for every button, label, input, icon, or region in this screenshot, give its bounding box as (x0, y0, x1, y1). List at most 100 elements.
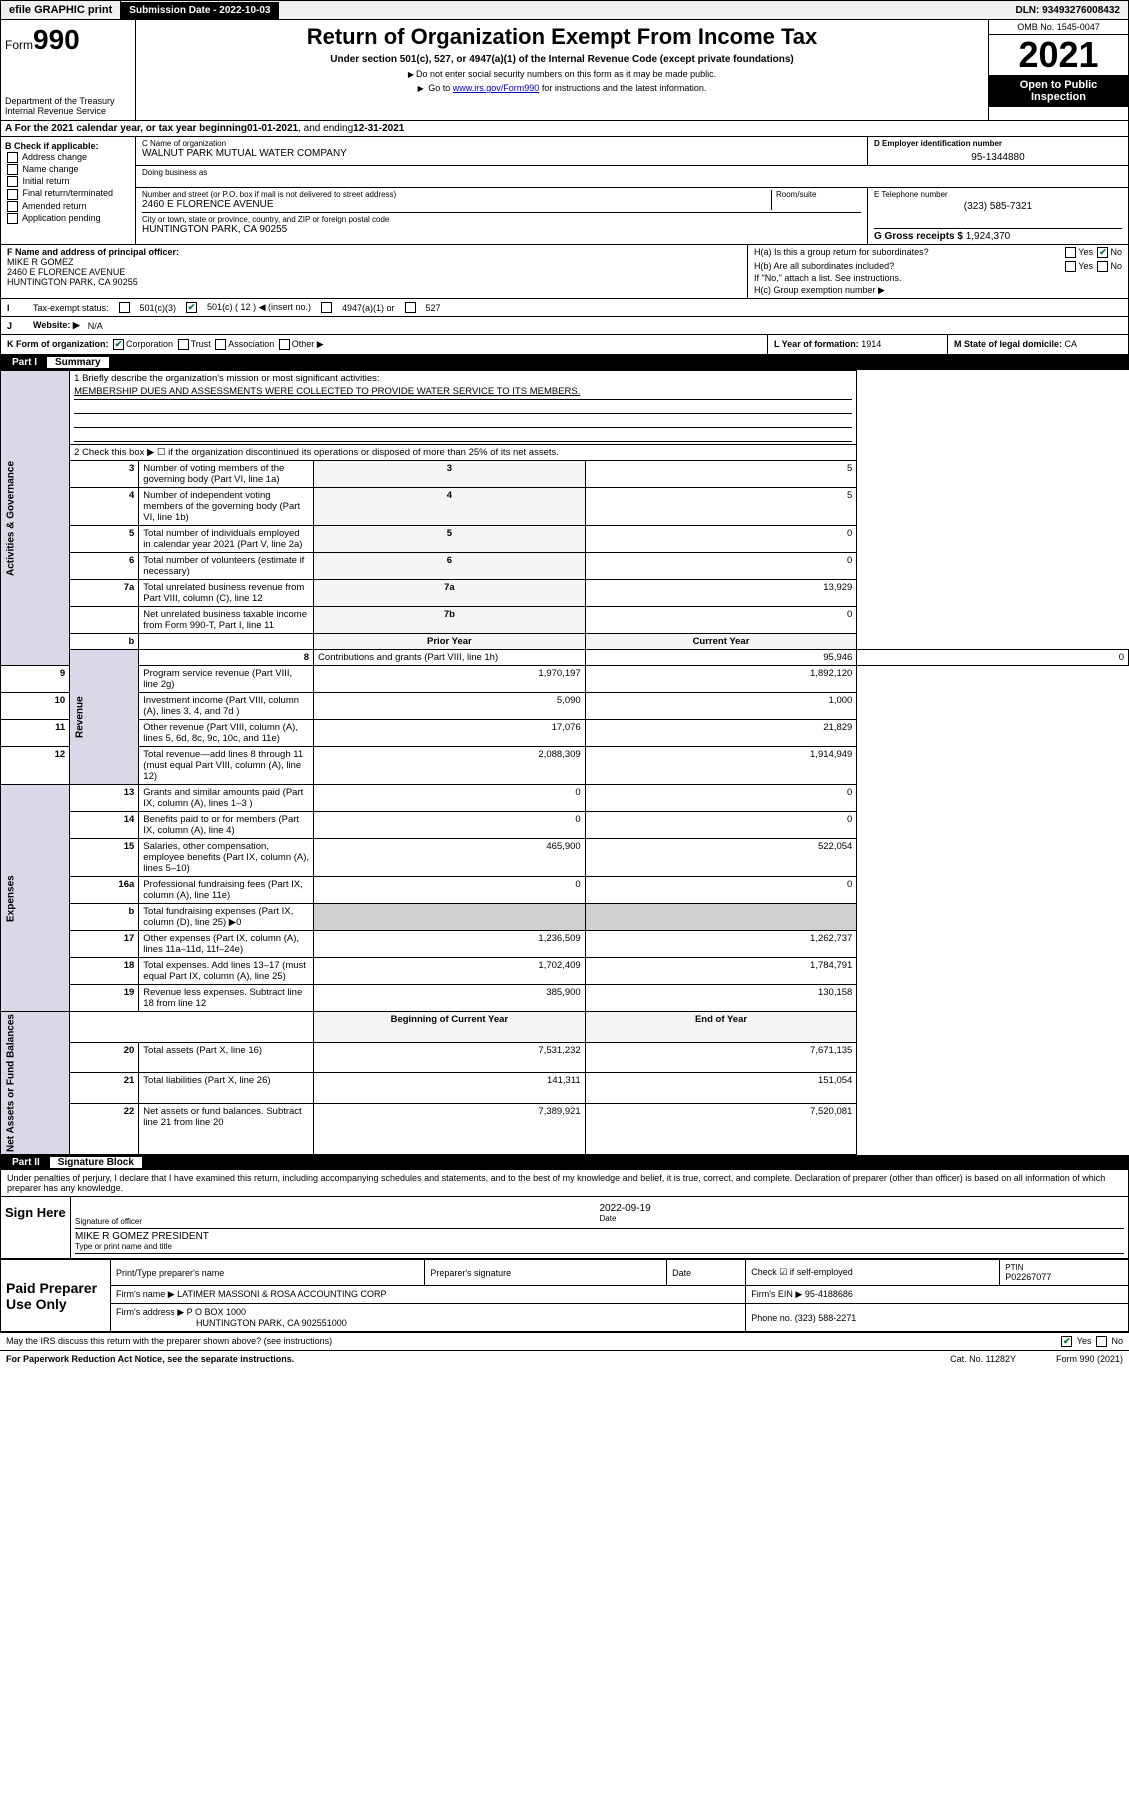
period-label: A For the 2021 calendar year, or tax yea… (5, 123, 247, 134)
j-label: Website: ▶ (33, 320, 80, 331)
hb-row: H(b) Are all subordinates included? Yes … (754, 261, 1122, 271)
officer-street: 2460 E FLORENCE AVENUE (7, 267, 741, 277)
hb-no[interactable] (1097, 261, 1108, 272)
paid-label: Paid Preparer Use Only (1, 1260, 111, 1332)
period-mid: , and ending (298, 123, 353, 134)
discuss-no[interactable] (1096, 1336, 1107, 1347)
open-inspection: Open to Public Inspection (989, 75, 1128, 107)
section-b: B Check if applicable: Address change Na… (1, 137, 136, 244)
chk-trust[interactable] (178, 339, 189, 350)
k-label: K Form of organization: (7, 339, 109, 349)
ha-no[interactable] (1097, 247, 1108, 258)
cat-no: Cat. No. 11282Y (950, 1354, 1016, 1364)
col-end: End of Year (585, 1012, 857, 1043)
line2: 2 Check this box ▶ ☐ if the organization… (70, 445, 857, 461)
chk-corp[interactable] (113, 339, 124, 350)
officer-name: MIKE R GOMEZ (7, 257, 741, 267)
org-name: WALNUT PARK MUTUAL WATER COMPANY (142, 148, 861, 159)
form-header: Form990 Department of the Treasury Inter… (0, 20, 1129, 121)
row-a-period: A For the 2021 calendar year, or tax yea… (0, 121, 1129, 137)
chk-assoc[interactable] (215, 339, 226, 350)
firm-ein: 95-4188686 (805, 1289, 853, 1299)
gross-value: 1,924,370 (966, 231, 1011, 242)
row-i: I Tax-exempt status: 501(c)(3) 501(c) ( … (0, 299, 1129, 317)
firm-name-label: Firm's name ▶ (116, 1289, 175, 1299)
city-label: City or town, state or province, country… (142, 215, 861, 224)
addr-label: Number and street (or P.O. box if mail i… (142, 190, 771, 199)
goto-suffix: for instructions and the latest informat… (539, 83, 706, 93)
dept-label: Department of the Treasury Internal Reve… (5, 96, 131, 116)
firm-phone: (323) 588-2271 (795, 1313, 857, 1323)
chk-527[interactable] (405, 302, 416, 313)
part2-header: Part II Signature Block (0, 1155, 1129, 1170)
summary-table: Activities & Governance 1 Briefly descri… (0, 370, 1129, 1155)
chk-initial-return[interactable]: Initial return (5, 176, 131, 187)
chk-other[interactable] (279, 339, 290, 350)
col-current: Current Year (585, 634, 857, 650)
m-label: M State of legal domicile: (954, 339, 1062, 349)
city-value: HUNTINGTON PARK, CA 90255 (142, 224, 861, 235)
col-begin: Beginning of Current Year (314, 1012, 586, 1043)
form-title: Return of Organization Exempt From Incom… (144, 24, 980, 50)
self-emp-check[interactable]: Check ☑ if self-employed (751, 1267, 853, 1277)
form-prefix: Form (5, 38, 33, 52)
year-formation: 1914 (861, 339, 881, 349)
block-fh: F Name and address of principal officer:… (0, 245, 1129, 299)
efile-label[interactable]: efile GRAPHIC print (1, 1, 121, 19)
part1-title: Summary (47, 357, 109, 368)
form-number: Form990 (5, 24, 131, 56)
sig-date: 2022-09-19 (600, 1203, 1125, 1214)
chk-amended-return[interactable]: Amended return (5, 201, 131, 212)
street-value: 2460 E FLORENCE AVENUE (142, 199, 771, 210)
phone-value: (323) 585-7321 (874, 201, 1122, 212)
preparer-date-col: Date (667, 1260, 746, 1286)
hb-label: H(b) Are all subordinates included? (754, 261, 894, 271)
state-domicile: CA (1065, 339, 1078, 349)
room-label: Room/suite (771, 190, 861, 210)
dln: DLN: 93493276008432 (1007, 2, 1128, 19)
firm-addr-label: Firm's address ▶ (116, 1307, 184, 1317)
firm-phone-label: Phone no. (751, 1313, 792, 1323)
chk-501c[interactable] (186, 302, 197, 313)
website-value: N/A (88, 321, 103, 331)
chk-address-change[interactable]: Address change (5, 152, 131, 163)
officer-city: HUNTINGTON PARK, CA 90255 (7, 277, 741, 287)
preparer-name-col: Print/Type preparer's name (111, 1260, 425, 1286)
goto-prefix: Go to (428, 83, 453, 93)
irs-link[interactable]: www.irs.gov/Form990 (453, 83, 540, 93)
goto-note: Go to www.irs.gov/Form990 for instructio… (144, 83, 980, 93)
col-prior: Prior Year (314, 634, 586, 650)
ssn-note: Do not enter social security numbers on … (144, 69, 980, 79)
chk-app-pending[interactable]: Application pending (5, 213, 131, 224)
chk-4947[interactable] (321, 302, 332, 313)
dba-label: Doing business as (142, 168, 1122, 177)
chk-501c3[interactable] (119, 302, 130, 313)
signature-block: Under penalties of perjury, I declare th… (0, 1170, 1129, 1259)
ptin-value: P02267077 (1005, 1272, 1123, 1282)
row-klm: K Form of organization: Corporation Trus… (0, 335, 1129, 355)
hb-yes[interactable] (1065, 261, 1076, 272)
f-label: F Name and address of principal officer: (7, 247, 741, 257)
chk-name-change[interactable]: Name change (5, 164, 131, 175)
sig-declaration: Under penalties of perjury, I declare th… (1, 1170, 1128, 1196)
discuss-yes[interactable] (1061, 1336, 1072, 1347)
hb-note: If "No," attach a list. See instructions… (754, 273, 1122, 283)
ptin-label: PTIN (1005, 1263, 1123, 1272)
name-title-label: Type or print name and title (75, 1242, 1124, 1251)
omb-number: OMB No. 1545-0047 (989, 20, 1128, 35)
officer-print-name: MIKE R GOMEZ PRESIDENT (75, 1231, 1124, 1242)
chk-final-return[interactable]: Final return/terminated (5, 188, 131, 199)
side-net: Net Assets or Fund Balances (1, 1012, 70, 1155)
e-label: E Telephone number (874, 190, 1122, 199)
firm-city: HUNTINGTON PARK, CA 902551000 (196, 1318, 347, 1328)
part1-num: Part I (6, 357, 43, 368)
side-revenue: Revenue (70, 650, 139, 785)
ha-yes[interactable] (1065, 247, 1076, 258)
part1-header: Part I Summary (0, 355, 1129, 370)
page-footer: For Paperwork Reduction Act Notice, see … (0, 1350, 1129, 1367)
b-label: B Check if applicable: (5, 141, 131, 151)
d-label: D Employer identification number (874, 139, 1122, 148)
form-subtitle: Under section 501(c), 527, or 4947(a)(1)… (144, 54, 980, 65)
ein-value: 95-1344880 (874, 152, 1122, 163)
line1-label: 1 Briefly describe the organization's mi… (74, 373, 852, 384)
